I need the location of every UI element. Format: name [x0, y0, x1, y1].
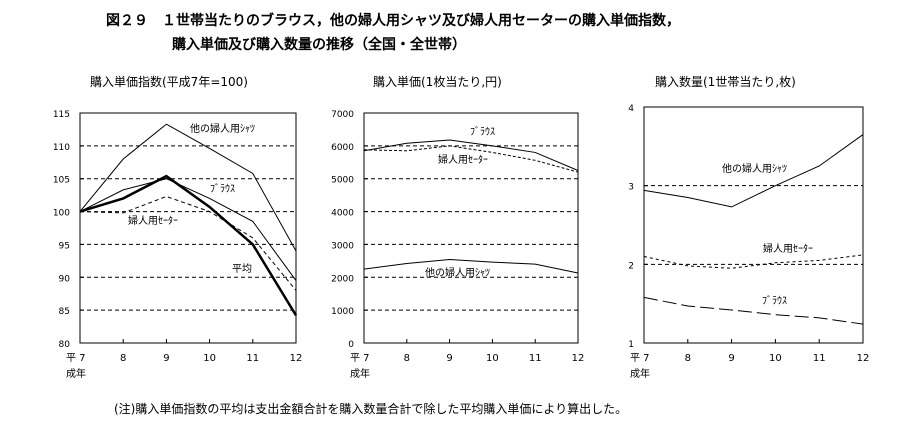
- series-line: [643, 134, 864, 208]
- chart-title: 購入数量(1世帯当たり,枚): [655, 74, 796, 89]
- series-line: [79, 195, 297, 291]
- y-tick-label: 2: [628, 261, 634, 271]
- y-tick-label: 110: [53, 143, 70, 153]
- x-tick-label: 8: [120, 353, 126, 364]
- series-line: [79, 178, 297, 281]
- x-tick-label: 平 7: [630, 353, 650, 364]
- y-tick-label: 95: [59, 241, 70, 251]
- figure-title-line1: 図２９ １世帯当たりのブラウス，他の婦人用シャツ及び婦人用セーターの購入単価指数…: [106, 13, 680, 29]
- x-tick-label: 9: [446, 353, 452, 364]
- y-tick-label: 115: [53, 110, 70, 120]
- x-tick-label: 8: [685, 353, 691, 364]
- series-label: 他の婦人用ｼｬﾂ: [425, 266, 490, 279]
- footnote: (注)購入単価指数の平均は支出金額合計を購入数量合計で除した平均購入単価により算…: [114, 402, 628, 416]
- x-tick-label: 12: [857, 353, 870, 364]
- x-tick-label: 10: [486, 353, 499, 364]
- series-line: [79, 123, 297, 252]
- series-label: 他の婦人用ｼｬﾂ: [190, 122, 255, 135]
- figure-title-line2: 購入単価及び購入数量の推移（全国・全世帯）: [172, 37, 466, 53]
- era-label: 成年: [350, 367, 370, 380]
- y-tick-label: 85: [59, 307, 70, 317]
- y-tick-label: 3000: [331, 241, 354, 251]
- series-label: 婦人用ｾｰﾀｰ: [128, 215, 178, 227]
- plot-frame: [363, 112, 579, 344]
- series-label: ﾌﾞﾗｳｽ: [210, 183, 235, 195]
- y-tick-label: 100: [53, 209, 70, 219]
- y-tick-label: 6000: [331, 143, 354, 153]
- y-tick-label: 80: [59, 340, 71, 350]
- y-tick-label: 2000: [331, 274, 354, 284]
- series-line: [643, 296, 864, 325]
- plot-frame: [79, 112, 297, 344]
- x-tick-label: 平 7: [66, 353, 86, 364]
- y-tick-label: 90: [59, 274, 71, 284]
- series-line: [363, 139, 579, 171]
- y-tick-label: 4000: [331, 209, 354, 219]
- y-tick-label: 0: [348, 340, 354, 350]
- x-tick-label: 11: [529, 353, 542, 364]
- era-label: 成年: [66, 367, 86, 380]
- series-line: [363, 259, 579, 274]
- x-tick-label: 11: [246, 353, 259, 364]
- series-label: 平均: [232, 263, 252, 275]
- x-tick-label: 9: [728, 353, 734, 364]
- series-label: 婦人用ｾｰﾀｰ: [438, 154, 488, 166]
- y-tick-label: 3: [628, 183, 634, 193]
- plot-frame: [643, 106, 864, 344]
- series-line: [79, 174, 298, 317]
- x-tick-label: 12: [572, 353, 585, 364]
- x-tick-label: 9: [163, 353, 169, 364]
- series-label: ﾌﾞﾗｳｽ: [762, 295, 787, 307]
- y-tick-label: 105: [53, 176, 70, 186]
- y-tick-label: 4: [628, 104, 634, 114]
- series-line: [643, 254, 864, 269]
- x-tick-label: 平 7: [350, 353, 370, 364]
- series-label: 他の婦人用ｼｬﾂ: [722, 162, 787, 175]
- series-label: ﾌﾞﾗｳｽ: [470, 126, 495, 138]
- y-tick-label: 1000: [331, 307, 354, 317]
- x-tick-label: 11: [813, 353, 826, 364]
- x-tick-label: 10: [769, 353, 782, 364]
- y-tick-label: 5000: [331, 176, 354, 186]
- chart-title: 購入単価(1枚当たり,円): [373, 74, 502, 89]
- x-tick-label: 12: [290, 353, 303, 364]
- series-label: 婦人用ｾｰﾀｰ: [763, 243, 813, 255]
- y-tick-label: 7000: [331, 110, 354, 120]
- chart-title: 購入単価指数(平成7年=100): [90, 74, 248, 89]
- era-label: 成年: [630, 367, 650, 380]
- x-tick-label: 10: [203, 353, 216, 364]
- series-line: [363, 145, 579, 173]
- y-tick-label: 1: [628, 340, 634, 350]
- x-tick-label: 8: [404, 353, 410, 364]
